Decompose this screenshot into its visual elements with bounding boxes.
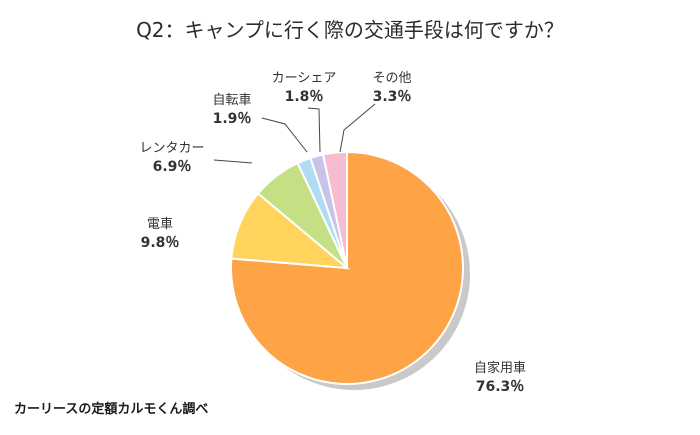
leader-line-3: [261, 117, 308, 153]
slice-label-name-3: 自転車: [212, 93, 251, 108]
chart-title: Q2：キャンプに行く際の交通手段は何ですか？: [136, 18, 564, 42]
leader-lines: [213, 103, 376, 164]
slice-label-value-3: 1.9％: [213, 111, 252, 127]
slice-label-value-2: 6.9％: [153, 159, 192, 175]
slice-label-value-5: 3.3％: [373, 89, 412, 105]
pie-slice-5: [321, 150, 348, 269]
slice-label-value-0: 76.3％: [476, 379, 525, 395]
slice-label-name-1: 電車: [147, 217, 173, 232]
leader-line-4: [307, 107, 321, 153]
slice-label-name-0: 自家用車: [474, 360, 526, 376]
slice-labels: 自家用車 76.3％ 電車 9.8％ レンタカー 6.9％ 自転車 1.9％ カーシェア 1.8％…: [139, 71, 526, 395]
pie-slices: [230, 150, 464, 385]
source-note: カーリースの定額カルモくん調べ: [14, 402, 209, 417]
leader-line-5: [339, 103, 376, 153]
pie-slice-0: [230, 150, 464, 385]
slice-label-name-5: その他: [372, 71, 411, 86]
leader-line-2: [213, 159, 253, 164]
slice-label-value-4: 1.8％: [285, 89, 324, 105]
slice-label-value-1: 9.8％: [141, 235, 180, 251]
slice-label-name-2: レンタカー: [139, 141, 204, 156]
slice-label-name-4: カーシェア: [272, 71, 337, 86]
